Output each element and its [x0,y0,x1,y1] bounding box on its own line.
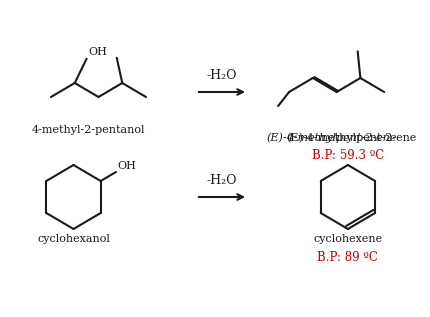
Text: B.P: 89 ºC: B.P: 89 ºC [317,251,378,264]
Text: B.P: 59.3 ºC: B.P: 59.3 ºC [312,149,384,162]
Text: 4-methyl-2-pentanol: 4-methyl-2-pentanol [32,125,145,135]
Text: (E)-4-methylpent-2-ene: (E)-4-methylpent-2-ene [266,132,396,143]
Text: cyclohexanol: cyclohexanol [37,234,110,244]
Text: -H₂O: -H₂O [206,69,236,82]
Text: cyclohexene: cyclohexene [313,234,381,244]
Text: -H₂O: -H₂O [206,174,236,187]
Text: (E)-4-methylpent-2-ene: (E)-4-methylpent-2-ene [285,132,415,143]
Text: OH: OH [117,161,135,171]
Text: OH: OH [88,47,107,57]
